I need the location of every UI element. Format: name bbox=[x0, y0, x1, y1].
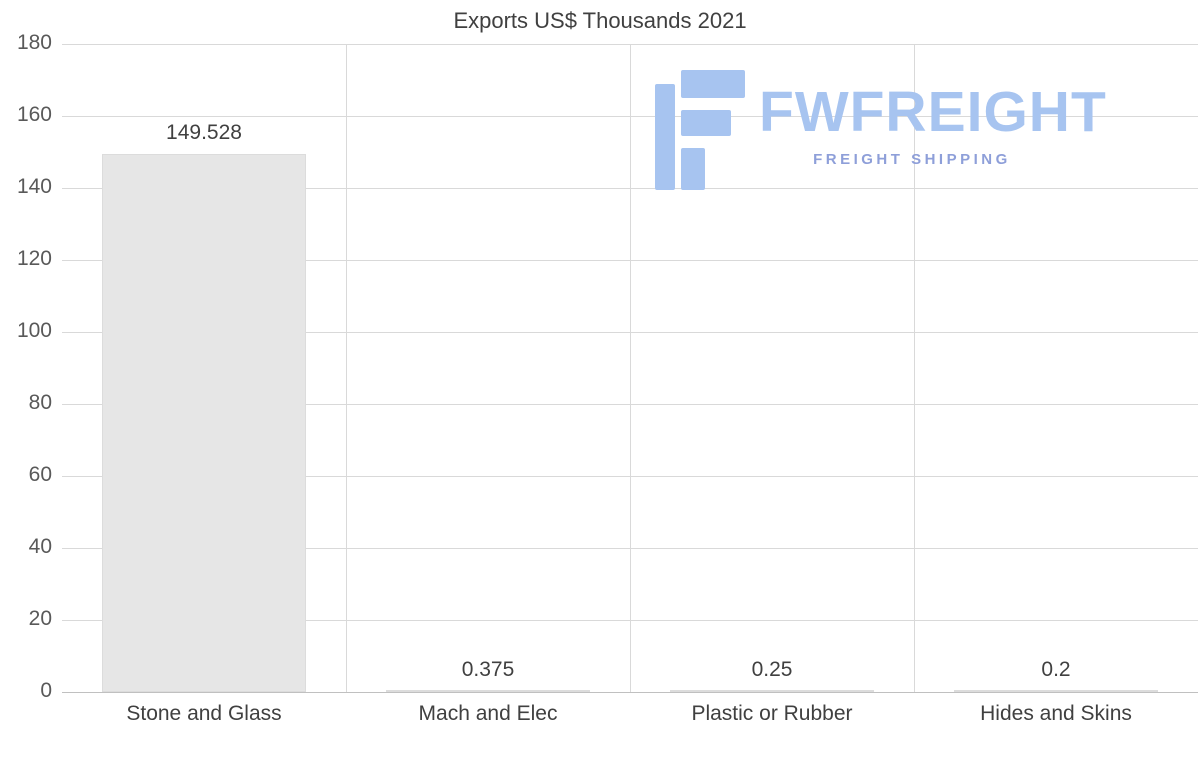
y-tick-label-0: 0 bbox=[40, 679, 52, 702]
value-label-plastic-or-rubber: 0.25 bbox=[751, 657, 793, 681]
y-tick-label-100: 100 bbox=[16, 319, 52, 342]
chart-title: Exports US$ Thousands 2021 bbox=[453, 8, 747, 33]
y-tick-label-120: 120 bbox=[16, 247, 52, 270]
y-tick-label-20: 20 bbox=[28, 607, 52, 630]
bar-mach-and-elec bbox=[386, 690, 590, 692]
y-tick-label-140: 140 bbox=[16, 175, 52, 198]
bar-stone-and-glass bbox=[102, 153, 306, 692]
gridline-x-3 bbox=[914, 44, 915, 692]
category-label-plastic-or-rubber: Plastic or Rubber bbox=[691, 702, 853, 725]
category-label-stone-and-glass: Stone and Glass bbox=[126, 702, 282, 725]
y-tick-label-160: 160 bbox=[16, 103, 52, 126]
y-tick-label-180: 180 bbox=[16, 31, 52, 54]
gridline-y-0 bbox=[62, 691, 1198, 693]
y-tick-label-60: 60 bbox=[28, 463, 52, 486]
value-label-mach-and-elec: 0.375 bbox=[461, 657, 515, 681]
bar-plastic-or-rubber bbox=[670, 690, 874, 692]
gridline-x-2 bbox=[630, 44, 631, 692]
gridline-x-1 bbox=[346, 44, 347, 692]
value-label-hides-and-skins: 0.2 bbox=[1041, 657, 1071, 681]
y-tick-label-40: 40 bbox=[28, 535, 52, 558]
plot-area: 149.528 0.375 0.25 0.2 bbox=[62, 43, 1198, 693]
category-label-hides-and-skins: Hides and Skins bbox=[980, 702, 1132, 725]
bar-hides-and-skins bbox=[954, 690, 1158, 692]
y-tick-label-80: 80 bbox=[28, 391, 52, 414]
category-label-mach-and-elec: Mach and Elec bbox=[418, 702, 558, 725]
value-label-stone-and-glass: 149.528 bbox=[166, 120, 242, 144]
